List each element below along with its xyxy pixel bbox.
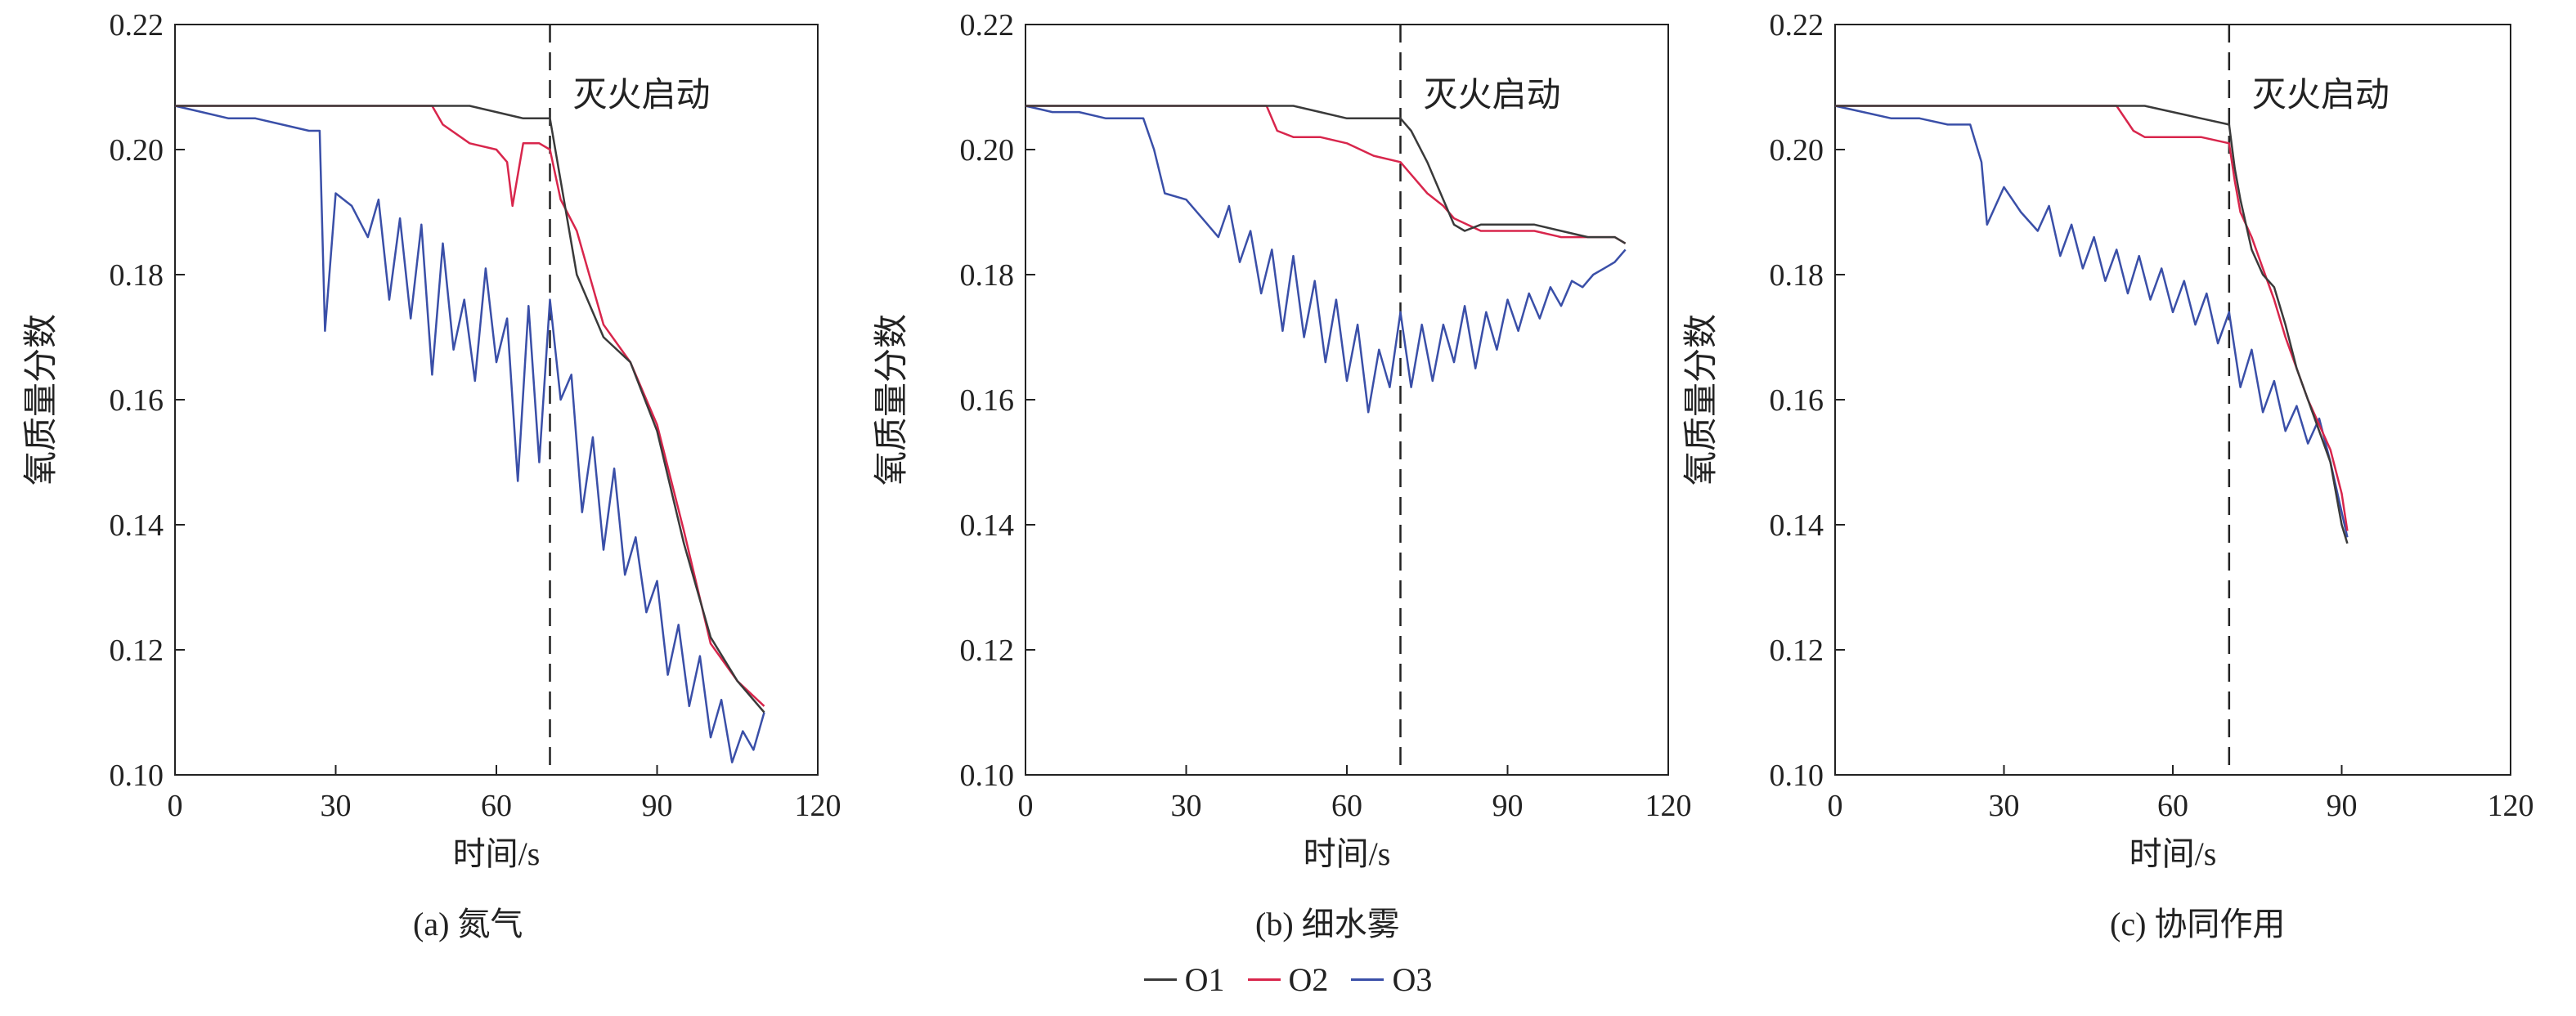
x-tick-label-b: 120 — [1645, 789, 1692, 823]
x-axis-label-b: 时间/s — [1304, 835, 1391, 872]
x-tick-label-b: 90 — [1492, 789, 1524, 823]
caption-a: (a) 氮气 — [413, 906, 523, 942]
x-tick-label-a: 120 — [795, 789, 841, 823]
y-tick-label-c: 0.12 — [1770, 633, 1824, 668]
y-axis-label-b: 氧质量分数 — [873, 314, 911, 486]
legend-item-o1: O1 — [1143, 960, 1225, 999]
series-line-o3-c — [1834, 105, 2349, 538]
y-tick-label-a: 0.14 — [110, 508, 164, 543]
y-tick-label-c: 0.10 — [1770, 759, 1824, 793]
x-tick-label-c: 60 — [2157, 789, 2188, 823]
x-tick-label-a: 90 — [642, 789, 673, 823]
plot-frame-b — [1025, 24, 1669, 776]
y-tick-label-c: 0.16 — [1770, 383, 1824, 418]
y-tick-label-a: 0.18 — [110, 258, 164, 293]
x-tick-label-a: 30 — [321, 789, 352, 823]
y-tick-label-b: 0.20 — [960, 133, 1015, 168]
extinguish-annotation-b: 灭火启动 — [1424, 77, 1561, 114]
x-tick-label-b: 30 — [1171, 789, 1202, 823]
y-tick-label-b: 0.12 — [960, 633, 1015, 668]
x-axis-label-a: 时间/s — [453, 835, 541, 872]
y-axis-label-a: 氧质量分数 — [23, 314, 61, 486]
legend-item-o3: O3 — [1351, 960, 1432, 999]
legend-label-o3: O3 — [1392, 960, 1433, 998]
series-line-o3-a — [174, 105, 765, 763]
series-line-o3-b — [1025, 105, 1627, 414]
x-tick-label-c: 0 — [1828, 789, 1843, 823]
legend-label-o2: O2 — [1288, 960, 1329, 998]
series-line-o2-b — [1025, 105, 1627, 244]
legend-label-o1: O1 — [1184, 960, 1225, 998]
y-tick-label-a: 0.22 — [110, 8, 164, 43]
extinguish-annotation-c: 灭火启动 — [2252, 77, 2390, 114]
x-tick-label-b: 0 — [1018, 789, 1034, 823]
legend: O1 O2 O3 — [0, 955, 2576, 1004]
series-line-o1-c — [1835, 105, 2349, 544]
y-tick-label-a: 0.20 — [110, 133, 164, 168]
series-line-o1-a — [175, 105, 765, 714]
x-tick-label-a: 0 — [168, 789, 183, 823]
x-tick-label-c: 120 — [2488, 789, 2534, 823]
x-tick-label-c: 90 — [2327, 789, 2358, 823]
y-tick-label-c: 0.22 — [1770, 8, 1824, 43]
y-tick-label-b: 0.18 — [960, 258, 1015, 293]
caption-c: (c) 协同作用 — [2110, 906, 2286, 942]
y-tick-label-b: 0.22 — [960, 8, 1015, 43]
y-tick-label-b: 0.14 — [960, 508, 1015, 543]
y-tick-label-a: 0.16 — [110, 383, 164, 418]
y-tick-label-a: 0.10 — [110, 759, 164, 793]
legend-swatch-o3 — [1351, 978, 1384, 981]
x-tick-label-a: 60 — [481, 789, 512, 823]
series-line-o1-b — [1025, 105, 1627, 244]
legend-swatch-o2 — [1247, 978, 1281, 981]
y-tick-label-c: 0.14 — [1770, 508, 1824, 543]
x-axis-label-c: 时间/s — [2129, 835, 2217, 872]
legend-item-o2: O2 — [1247, 960, 1329, 999]
x-tick-label-c: 30 — [1989, 789, 2020, 823]
series-line-o2-a — [175, 105, 765, 707]
extinguish-annotation-a: 灭火启动 — [573, 77, 711, 114]
legend-swatch-o1 — [1143, 978, 1177, 981]
y-tick-label-b: 0.10 — [960, 759, 1015, 793]
caption-b: (b) 细水雾 — [1255, 906, 1400, 942]
plot-frame-a — [174, 24, 819, 776]
y-tick-label-c: 0.20 — [1770, 133, 1824, 168]
series-line-o2-c — [1835, 105, 2349, 531]
y-tick-label-a: 0.12 — [110, 633, 164, 668]
y-axis-label-c: 氧质量分数 — [1683, 314, 1721, 486]
x-tick-label-b: 60 — [1331, 789, 1362, 823]
y-tick-label-b: 0.16 — [960, 383, 1015, 418]
y-tick-label-c: 0.18 — [1770, 258, 1824, 293]
